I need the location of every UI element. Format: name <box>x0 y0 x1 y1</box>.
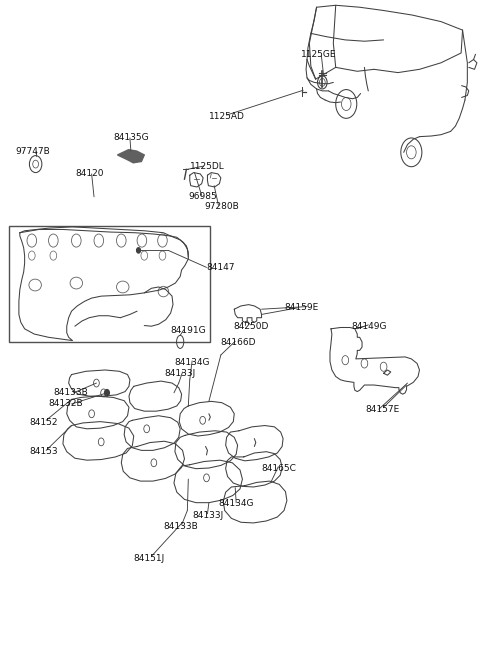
Text: 84166D: 84166D <box>220 338 255 347</box>
Circle shape <box>105 390 109 396</box>
Text: 84133B: 84133B <box>163 521 198 531</box>
Text: 96985: 96985 <box>189 193 217 201</box>
Text: 84147: 84147 <box>206 263 235 272</box>
Text: 84165C: 84165C <box>262 464 297 472</box>
Text: 84151J: 84151J <box>134 553 165 563</box>
Circle shape <box>137 248 141 253</box>
Text: 84133B: 84133B <box>53 388 88 398</box>
Text: 84152: 84152 <box>29 418 58 427</box>
Text: 84132B: 84132B <box>48 400 83 409</box>
Text: 97747B: 97747B <box>15 147 50 155</box>
Text: 84133J: 84133J <box>164 369 196 378</box>
Text: 84191G: 84191G <box>170 326 206 335</box>
Text: 84120: 84120 <box>75 170 103 178</box>
Text: 84134G: 84134G <box>218 500 253 508</box>
Text: 84250D: 84250D <box>234 322 269 331</box>
Polygon shape <box>118 150 144 163</box>
Text: 84159E: 84159E <box>285 303 319 312</box>
Text: 97280B: 97280B <box>204 202 240 211</box>
Text: 84135G: 84135G <box>113 134 149 142</box>
Text: 84153: 84153 <box>29 447 58 456</box>
Text: 1125GE: 1125GE <box>301 50 337 59</box>
Text: 84149G: 84149G <box>351 322 386 331</box>
Text: 84133J: 84133J <box>192 511 223 519</box>
Bar <box>9 225 210 342</box>
Text: 1125AD: 1125AD <box>209 112 245 121</box>
Text: 84157E: 84157E <box>366 405 400 414</box>
Text: 84134G: 84134G <box>174 358 209 367</box>
Text: 1125DL: 1125DL <box>190 162 225 170</box>
